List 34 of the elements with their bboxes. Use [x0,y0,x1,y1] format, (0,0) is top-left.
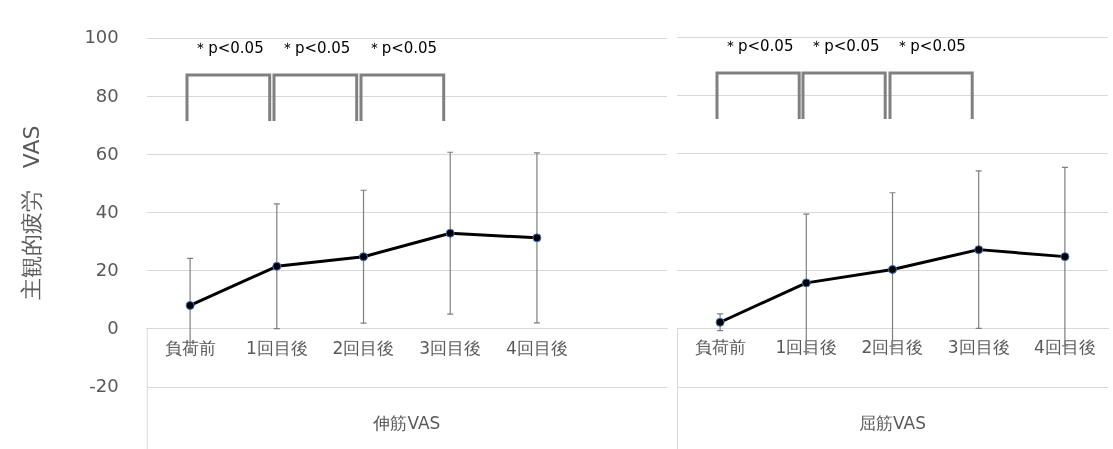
point [888,264,897,274]
y-tick-label: -20 [89,374,119,396]
point [1060,252,1070,262]
annotation: ＊p<0.05 [722,36,794,55]
annotation: ＊p<0.05 [809,36,880,55]
annotation: ＊p<0.05 [279,38,351,57]
point [272,261,282,271]
point [801,278,811,288]
y-tick-label: 0 [107,316,119,338]
point [532,233,542,243]
point [974,245,984,255]
x-tick-label: 4回目後 [506,337,568,358]
y-tick-label: 20 [95,258,119,280]
x-tick-label: 負荷前 [164,337,216,358]
y-tick-label: 40 [95,200,119,222]
annotation: ＊p<0.05 [895,36,966,55]
x-tick-label: 4回目後 [1033,337,1096,358]
y-tick-label: 80 [95,84,119,106]
annotation: ＊p<0.05 [193,38,264,57]
point [185,300,195,310]
annotation: ＊p<0.05 [366,38,438,57]
x-axis-title: 伸筋VAS [372,413,441,434]
x-tick-label: 2回目後 [332,337,395,358]
x-tick-label: 負荷前 [694,337,746,358]
y-axis-title: 主観的疲労 VAS [18,125,44,301]
point [359,252,369,262]
x-tick-label: 3回目後 [419,337,482,358]
y-tick-label: 100 [84,26,119,48]
y-tick-label: 60 [95,142,119,164]
x-tick-label: 1回目後 [245,337,308,358]
x-axis-title: 屈筋VAS [859,413,926,434]
x-tick-label: 3回目後 [947,337,1010,358]
point [715,317,725,327]
point [445,228,455,238]
